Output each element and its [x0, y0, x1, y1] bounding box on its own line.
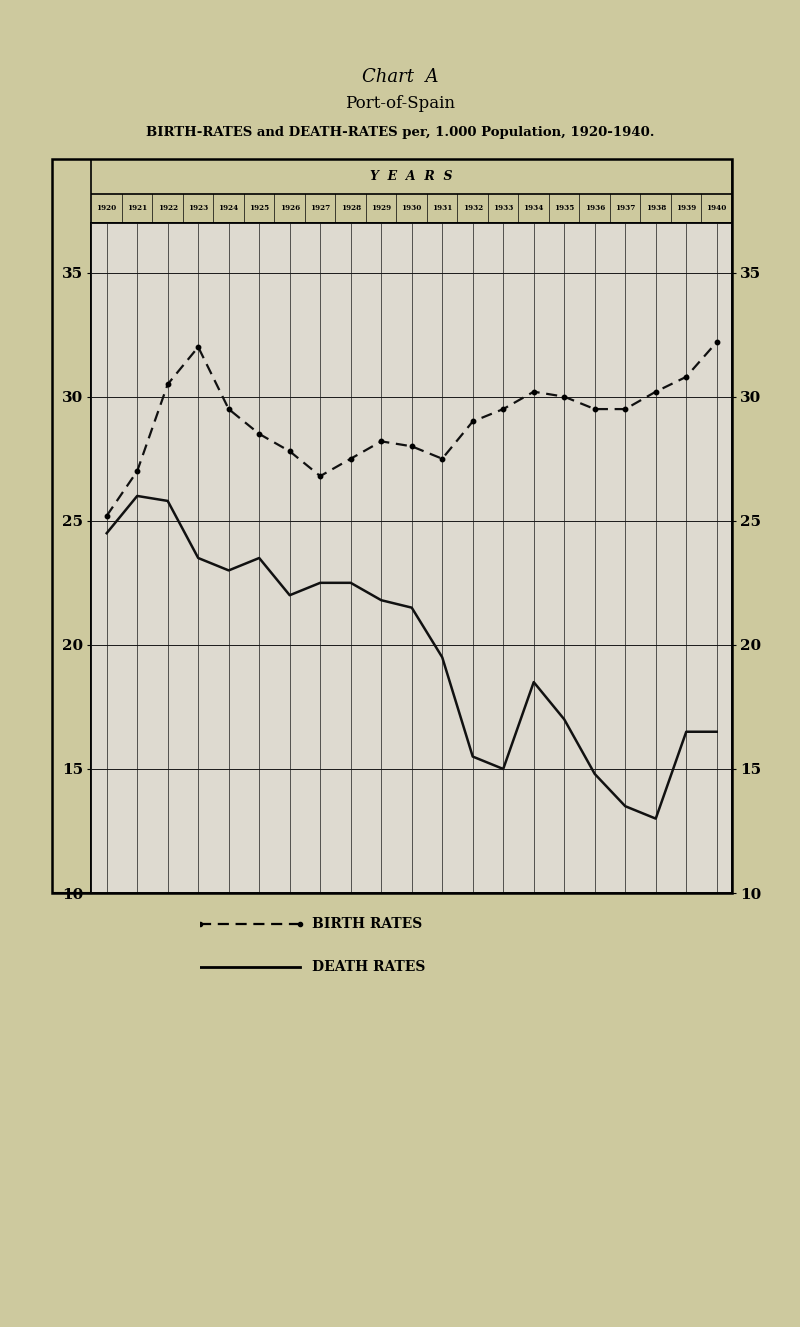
Text: 1932: 1932 [462, 204, 483, 212]
Text: 1937: 1937 [615, 204, 635, 212]
Text: Y  E  A  R  S: Y E A R S [370, 170, 453, 183]
Text: BIRTH-RATES and DEATH-RATES per, 1.000 Population, 1920-1940.: BIRTH-RATES and DEATH-RATES per, 1.000 P… [146, 126, 654, 139]
Text: 1930: 1930 [402, 204, 422, 212]
Text: 1936: 1936 [585, 204, 605, 212]
Text: DEATH RATES: DEATH RATES [312, 959, 426, 974]
Text: 1925: 1925 [249, 204, 270, 212]
Text: 1921: 1921 [127, 204, 147, 212]
Text: Port-of-Spain: Port-of-Spain [345, 96, 455, 111]
Text: BIRTH RATES: BIRTH RATES [312, 917, 422, 932]
Text: 1939: 1939 [676, 204, 696, 212]
Text: 1935: 1935 [554, 204, 574, 212]
Text: 1928: 1928 [341, 204, 361, 212]
Text: 1924: 1924 [218, 204, 239, 212]
Text: 1926: 1926 [280, 204, 300, 212]
Text: Chart  A: Chart A [362, 68, 438, 86]
Text: 1923: 1923 [188, 204, 208, 212]
Text: 1938: 1938 [646, 204, 666, 212]
Text: 1929: 1929 [371, 204, 391, 212]
Text: 1931: 1931 [432, 204, 453, 212]
Text: 1940: 1940 [706, 204, 727, 212]
Text: 1934: 1934 [523, 204, 544, 212]
Text: 1933: 1933 [493, 204, 514, 212]
Text: 1927: 1927 [310, 204, 330, 212]
Text: 1920: 1920 [97, 204, 117, 212]
Text: 1922: 1922 [158, 204, 178, 212]
